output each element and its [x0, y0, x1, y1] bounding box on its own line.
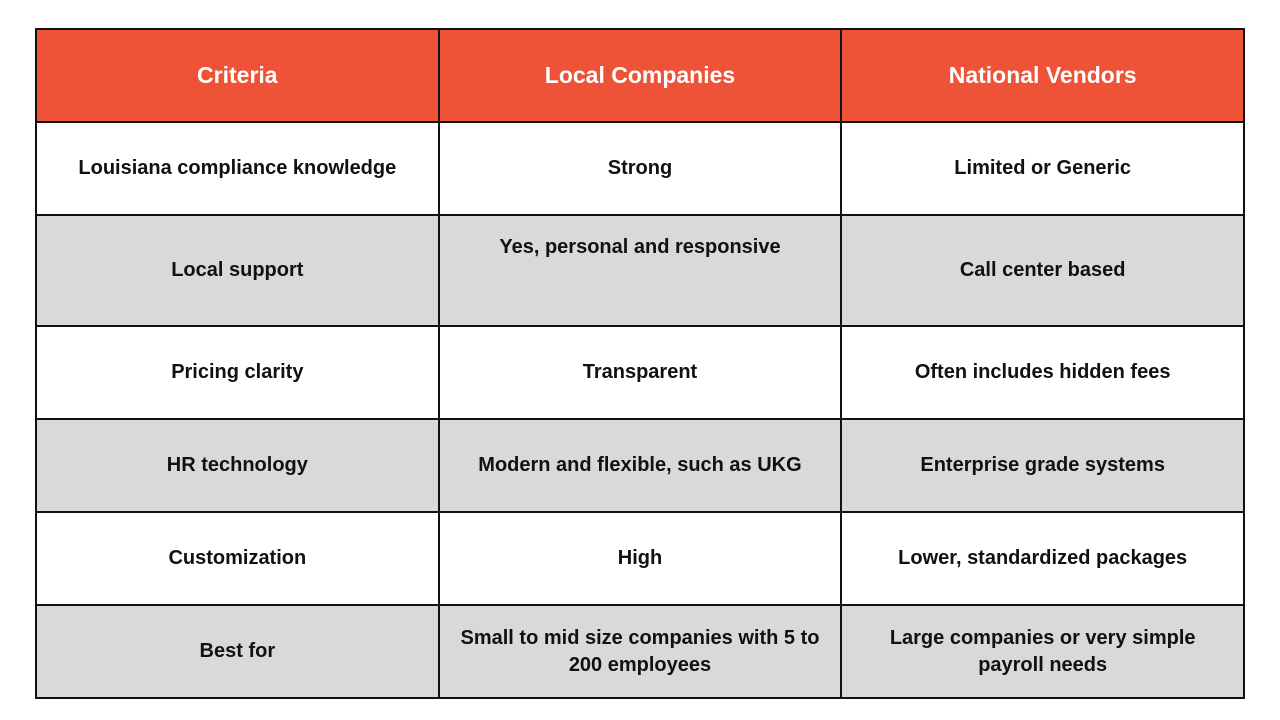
national-cell: Enterprise grade systems: [840, 418, 1245, 513]
comparison-table: Criteria Local Companies National Vendor…: [35, 28, 1245, 699]
table-row: Best for Small to mid size companies wit…: [35, 604, 1245, 699]
local-cell: Small to mid size companies with 5 to 20…: [437, 604, 843, 699]
local-cell: Yes, personal and responsive: [437, 214, 843, 327]
header-national-vendors: National Vendors: [840, 28, 1245, 123]
national-cell: Call center based: [840, 214, 1245, 327]
local-cell: Strong: [437, 121, 843, 216]
table-row: Customization High Lower, standardized p…: [35, 511, 1245, 606]
national-cell: Lower, standardized packages: [840, 511, 1245, 606]
local-cell: Transparent: [437, 325, 843, 420]
header-local-companies: Local Companies: [437, 28, 843, 123]
table-row: Local support Yes, personal and responsi…: [35, 214, 1245, 327]
header-criteria: Criteria: [35, 28, 440, 123]
criteria-cell: Local support: [35, 214, 440, 327]
criteria-cell: HR technology: [35, 418, 440, 513]
criteria-cell: Pricing clarity: [35, 325, 440, 420]
national-cell: Limited or Generic: [840, 121, 1245, 216]
criteria-cell: Customization: [35, 511, 440, 606]
table-row: Pricing clarity Transparent Often includ…: [35, 325, 1245, 420]
national-cell: Large companies or very simple payroll n…: [840, 604, 1245, 699]
table-row: Louisiana compliance knowledge Strong Li…: [35, 121, 1245, 216]
national-cell: Often includes hidden fees: [840, 325, 1245, 420]
local-cell: High: [437, 511, 843, 606]
criteria-cell: Best for: [35, 604, 440, 699]
criteria-cell: Louisiana compliance knowledge: [35, 121, 440, 216]
header-row: Criteria Local Companies National Vendor…: [35, 28, 1245, 123]
local-cell: Modern and flexible, such as UKG: [437, 418, 843, 513]
table-row: HR technology Modern and flexible, such …: [35, 418, 1245, 513]
